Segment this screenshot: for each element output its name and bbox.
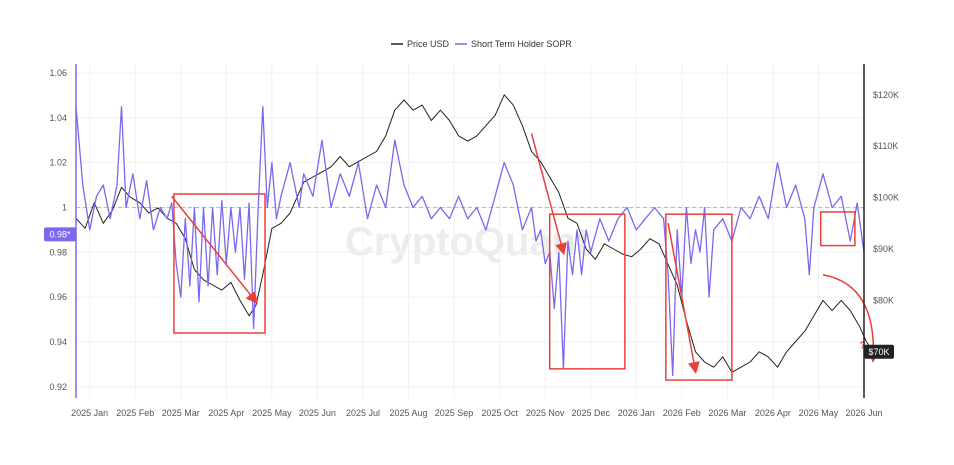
highlight-box [548, 213, 626, 370]
trend-arrow [530, 133, 567, 256]
right-tick-label: $90K [873, 244, 894, 254]
x-tick-label: 2025 Jul [346, 408, 380, 418]
trend-arrow [171, 195, 258, 304]
legend-label-price: Price USD [407, 39, 450, 49]
watermark: CryptoQuant [345, 220, 589, 264]
highlight-box [665, 213, 733, 381]
trend-arrow [822, 273, 880, 363]
left-current-label: 0.98* [49, 229, 71, 239]
x-tick-label: 2026 Apr [755, 408, 791, 418]
price-line [75, 94, 874, 373]
left-tick-label: 1.04 [49, 113, 67, 123]
grid-layer [76, 64, 865, 398]
left-current-tag [44, 227, 76, 242]
left-tick-label: 0.94 [49, 337, 67, 347]
x-tick-label: 2026 Mar [708, 408, 746, 418]
trend-arrow [667, 223, 700, 375]
left-tick-label: 1.06 [49, 68, 67, 78]
x-tick-label: 2026 May [799, 408, 839, 418]
right-current-tag [864, 344, 894, 359]
left-tick-label: 1.02 [49, 158, 67, 168]
highlight-box [819, 211, 856, 247]
x-tick-label: 2025 Feb [116, 408, 154, 418]
x-tick-label: 2025 Dec [571, 408, 610, 418]
x-tick-label: 2025 Jan [71, 408, 108, 418]
left-tick-label: 0.98 [49, 247, 67, 257]
left-tick-label: 1 [62, 202, 67, 212]
x-tick-label: 2026 Jan [618, 408, 655, 418]
legend[interactable]: Price USD Short Term Holder SOPR [391, 39, 572, 49]
right-current-label: $70K [868, 347, 889, 357]
right-tick-label: $100K [873, 193, 899, 203]
series-layer [75, 94, 874, 377]
left-tick-label: 0.92 [49, 382, 67, 392]
right-tick-label: $80K [873, 295, 894, 305]
sopr-line [75, 105, 865, 377]
left-tick-label: 0.96 [49, 292, 67, 302]
legend-label-sopr: Short Term Holder SOPR [471, 39, 572, 49]
x-tick-label: 2025 Mar [162, 408, 200, 418]
x-tick-label: 2025 Jun [299, 408, 336, 418]
x-tick-label: 2025 Sep [435, 408, 474, 418]
highlight-box [173, 193, 266, 334]
x-tick-label: 2026 Feb [663, 408, 701, 418]
x-tick-label: 2025 Oct [481, 408, 518, 418]
annotation-layer: ? [171, 133, 880, 381]
right-tick-label: $110K [873, 141, 898, 151]
question-annotation: ? [859, 341, 865, 352]
x-tick-label: 2025 Aug [389, 408, 427, 418]
x-tick-label: 2026 Jun [845, 408, 882, 418]
x-tick-label: 2025 Apr [208, 408, 244, 418]
x-tick-label: 2025 May [252, 408, 292, 418]
x-tick-label: 2025 Nov [526, 408, 565, 418]
axis-layer: 2025 Jan 2025 Feb 2025 Mar 2025 Apr 2025 May… [44, 64, 899, 418]
right-tick-label: $120K [873, 90, 899, 100]
